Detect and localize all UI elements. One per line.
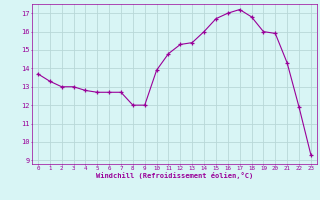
X-axis label: Windchill (Refroidissement éolien,°C): Windchill (Refroidissement éolien,°C) <box>96 172 253 179</box>
